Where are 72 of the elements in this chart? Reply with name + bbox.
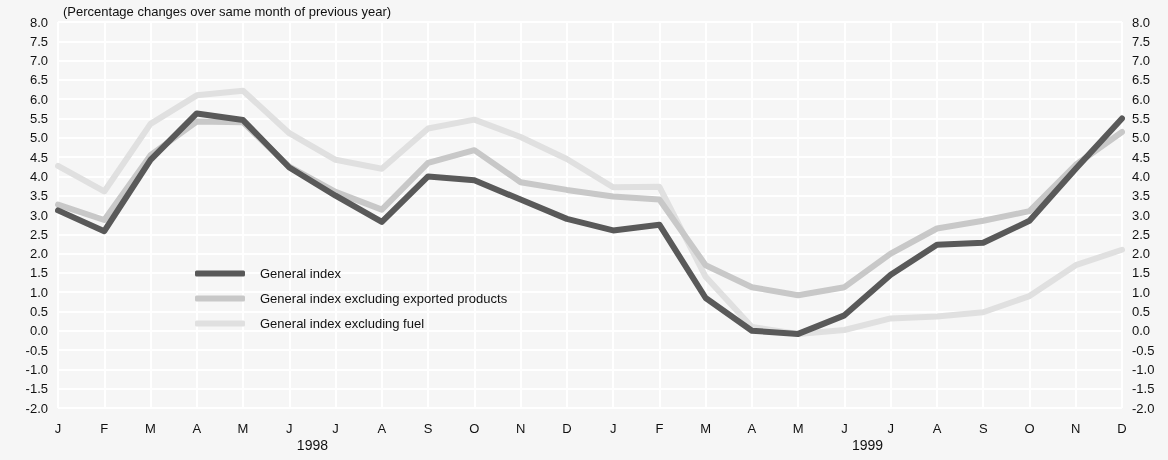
x-tick-label: D [562,421,572,436]
x-tick-label: J [841,421,848,436]
y2-tick-label: 4.5 [1132,149,1151,165]
x-tick-label: D [1117,421,1127,436]
y-tick-label: 0.5 [29,304,48,319]
y2-tick-label: -0.5 [1132,342,1155,358]
y2-tick-label: 2.5 [1132,226,1151,242]
y-tick-label: 1.0 [29,284,48,300]
x-tick-label: J [286,421,293,436]
x-tick-label: O [1024,421,1035,436]
y-tick-label: 5.0 [29,130,48,146]
x-tick-label: J [54,421,62,436]
y2-tick-label: 1.0 [1132,284,1151,300]
x-tick-label: F [100,421,109,436]
y2-tick-label: 3.5 [1132,188,1151,204]
legend-label: General index [260,266,342,281]
y-tick-label: 0.0 [29,323,48,339]
y-tick-label: 7.0 [29,53,48,69]
y-tick-label: 7.5 [29,33,48,49]
y-tick-label: -2.0 [25,400,48,416]
y-tick-label: 6.0 [29,91,48,107]
text: 1999 [851,437,884,453]
legend-label: General index excluding fuel [260,316,425,331]
y2-tick-label: 4.0 [1132,168,1151,184]
y2-tick-label: 5.5 [1132,111,1151,126]
y-tick-label: 8.0 [29,14,48,30]
x-tick-label: M [145,421,156,436]
y-tick-label: 6.5 [29,72,48,88]
y-tick-label: 1.5 [29,265,48,281]
x-tick-label: N [1071,421,1081,436]
x-tick-label: J [332,421,339,436]
legend-label: General index excluding exported products [260,291,508,306]
x-tick-label: M [700,421,712,436]
x-tick-label: A [377,421,387,436]
y2-tick-label: 3.0 [1132,207,1151,223]
y-tick-label: 3.5 [29,188,48,204]
x-tick-label: S [978,421,988,436]
y-tick-label: -1.5 [25,381,48,397]
y2-tick-label: 5.0 [1132,130,1151,146]
y2-tick-label: 7.0 [1132,53,1151,69]
y2-tick-label: -1.5 [1132,381,1155,397]
x-tick-label: F [655,421,664,436]
y2-tick-label: -2.0 [1132,400,1155,416]
y2-tick-label: 6.5 [1132,72,1151,88]
x-tick-label: A [747,421,757,436]
y-tick-label: 5.5 [29,111,48,126]
x-tick-label: N [515,421,526,436]
x-tick-label: M [237,421,249,436]
y-tick-label: 2.5 [29,226,48,242]
y2-tick-label: 0.0 [1132,323,1151,339]
x-tick-label: A [932,421,942,436]
y-tick-label: 4.0 [29,168,48,184]
x-tick-label: S [423,421,433,436]
y-tick-label: 3.0 [29,207,48,223]
y2-tick-label: 8.0 [1132,14,1151,30]
y-tick-label: -1.0 [25,361,48,377]
y-tick-label: -0.5 [25,342,48,358]
chart-subtitle: (Percentage changes over same month of previous year) [63,4,392,19]
x-tick-label: A [192,421,202,436]
y2-tick-label: 7.5 [1132,33,1151,49]
text: 1998 [296,437,329,453]
y2-tick-label: 6.0 [1132,91,1151,107]
y-tick-label: 4.5 [29,149,48,165]
y2-tick-label: 2.0 [1132,246,1151,262]
x-tick-label: M [792,421,804,436]
y2-tick-label: 1.5 [1132,265,1151,281]
x-tick-label: J [887,421,894,436]
x-tick-label: O [469,421,480,436]
x-tick-label: J [609,421,617,436]
y-tick-label: 2.0 [29,246,48,262]
y2-tick-label: -1.0 [1132,361,1155,377]
y2-tick-label: 0.5 [1132,304,1151,319]
